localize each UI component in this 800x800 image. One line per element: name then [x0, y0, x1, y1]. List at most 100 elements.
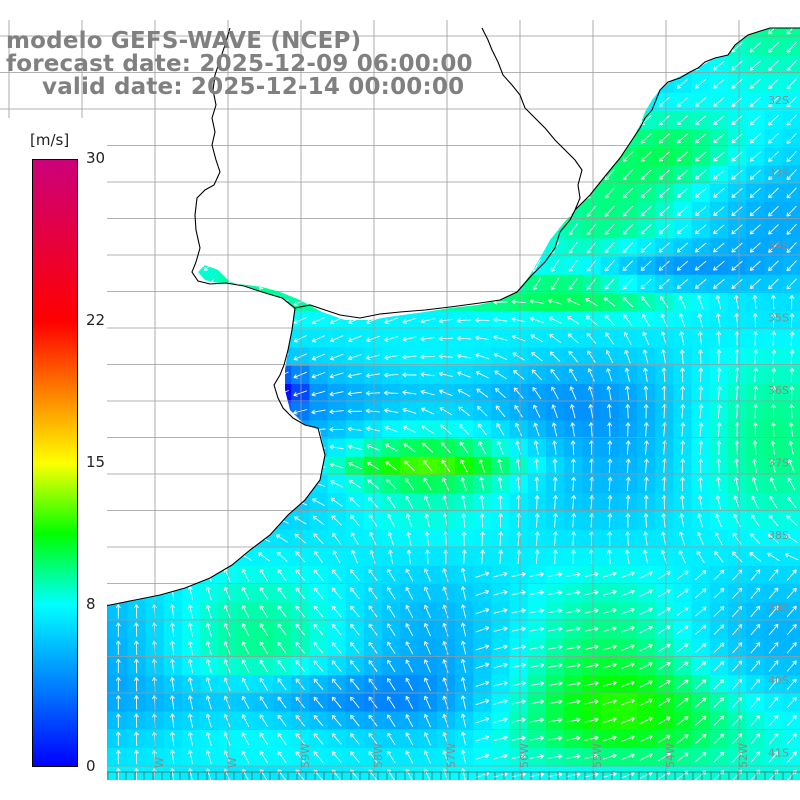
wind-arrow: [277, 750, 287, 764]
wind-arrow: [643, 476, 649, 492]
wind-arrow: [658, 625, 671, 634]
wind-speed-cell: [546, 784, 565, 800]
wind-arrow: [568, 350, 579, 363]
wind-speed-cell: [600, 74, 620, 94]
wind-arrow: [496, 222, 504, 236]
wind-arrow: [402, 299, 417, 306]
wind-arrow: [111, 499, 125, 507]
wind-arrow: [405, 695, 414, 709]
wind-arrow: [423, 659, 431, 673]
wind-speed-cell: [109, 293, 128, 312]
wind-speed-cell: [200, 456, 219, 476]
wind-arrow: [205, 677, 212, 692]
wind-speed-cell: [163, 529, 183, 549]
wind-arrow: [187, 713, 194, 728]
wind-arrow: [424, 204, 431, 219]
wind-arrow: [661, 513, 667, 528]
wind-speed-cell: [163, 311, 183, 330]
wind-arrow: [331, 660, 342, 672]
wind-speed-cell: [109, 566, 128, 585]
wind-arrow: [622, 60, 634, 71]
wind-speed-cell: [109, 456, 128, 476]
wind-arrow: [676, 643, 689, 653]
wind-speed-cell: [254, 493, 274, 512]
wind-arrow: [220, 371, 235, 379]
wind-arrow: [586, 223, 597, 236]
wind-arrow: [658, 662, 671, 671]
wind-arrow: [478, 186, 486, 200]
wind-speed-cell: [473, 111, 492, 130]
wind-arrow: [751, 788, 760, 799]
wind-arrow: [134, 787, 138, 800]
wind-arrow: [369, 240, 377, 255]
wind-arrow: [789, 349, 795, 364]
wind-arrow: [223, 677, 231, 691]
wind-arrow: [529, 681, 545, 687]
wind-arrow: [604, 223, 615, 235]
latitude-label: 38S: [768, 529, 789, 542]
wind-speed-cell: [200, 784, 219, 800]
wind-arrow: [493, 644, 508, 651]
wind-arrow: [368, 605, 378, 618]
wind-arrow: [695, 697, 707, 708]
wind-speed-cell: [200, 311, 219, 330]
wind-arrow: [424, 149, 431, 164]
wind-arrow: [442, 477, 450, 491]
wind-arrow: [80, 787, 84, 800]
wind-speed-cell: [127, 274, 147, 294]
wind-speed-cell: [564, 183, 583, 203]
wind-arrow: [713, 660, 725, 672]
wind-speed-cell: [109, 529, 128, 549]
wind-arrow: [770, 458, 776, 473]
wind-arrow: [366, 444, 380, 451]
wind-arrow: [550, 95, 560, 109]
wind-arrow: [731, 151, 743, 162]
wind-speed-cell: [382, 238, 401, 258]
wind-arrow: [130, 279, 143, 289]
wind-arrow: [676, 661, 689, 671]
wind-arrow: [658, 28, 670, 35]
wind-speed-cell: [254, 329, 274, 349]
wind-speed-cell: [254, 402, 274, 421]
wind-arrow: [552, 440, 558, 455]
wind-arrow: [241, 641, 250, 655]
wind-arrow: [676, 96, 689, 107]
wind-arrow: [550, 41, 560, 54]
wind-arrow: [621, 571, 635, 579]
wind-arrow: [623, 314, 633, 327]
wind-arrow: [604, 278, 615, 290]
wind-arrow: [768, 96, 779, 108]
wind-arrow: [405, 659, 414, 673]
wind-arrow: [134, 731, 139, 746]
wind-arrow: [259, 187, 269, 199]
wind-arrow: [621, 626, 635, 633]
wind-arrow: [548, 626, 563, 632]
wind-arrow: [405, 204, 413, 219]
wind-arrow: [695, 570, 707, 581]
wind-arrow: [680, 367, 685, 382]
wind-arrow: [604, 78, 615, 90]
wind-arrow: [548, 571, 563, 577]
wind-arrow: [768, 260, 779, 272]
wind-arrow: [658, 753, 671, 762]
wind-arrow: [475, 662, 490, 669]
wind-arrow: [295, 569, 305, 581]
wind-arrow: [676, 42, 689, 53]
wind-arrow: [402, 390, 417, 395]
wind-arrow: [460, 586, 467, 601]
wind-arrow: [680, 458, 686, 473]
wind-arrow: [259, 732, 268, 746]
wind-arrow: [184, 372, 198, 379]
wind-speed-cell: [254, 420, 274, 440]
wind-arrow: [460, 731, 467, 746]
wind-arrow: [493, 589, 508, 596]
wind-arrow: [514, 150, 523, 164]
wind-speed-cell: [364, 256, 383, 276]
wind-arrow: [643, 531, 648, 546]
wind-arrow: [406, 549, 412, 564]
wind-speed-cell: [127, 347, 147, 367]
wind-speed-cell: [345, 183, 365, 203]
wind-arrow: [220, 482, 235, 488]
wind-speed-cell: [182, 220, 201, 239]
